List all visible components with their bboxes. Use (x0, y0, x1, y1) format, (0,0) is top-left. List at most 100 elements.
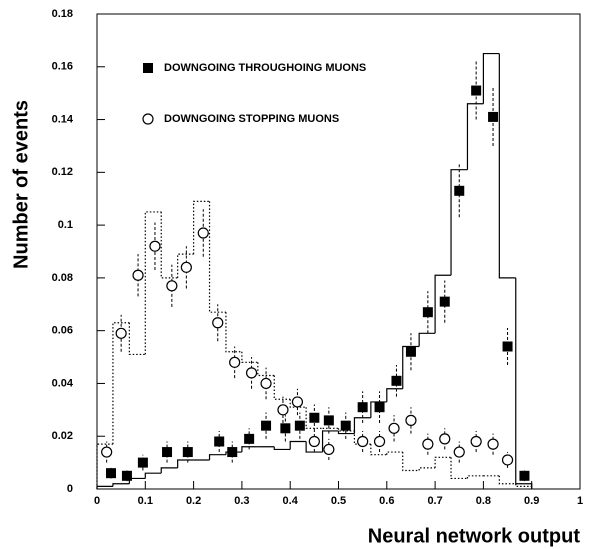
point (357, 402, 368, 413)
point (244, 433, 255, 444)
x-tick-label: 0 (94, 495, 100, 507)
point (121, 470, 132, 481)
histogram-bin (321, 430, 339, 453)
point (454, 185, 465, 196)
histogram-bin (337, 430, 355, 435)
point (391, 375, 402, 386)
histogram-bin (466, 475, 484, 479)
histogram-bin (402, 452, 420, 472)
histogram-bin (144, 211, 162, 355)
point (488, 111, 499, 122)
histogram-bin (289, 399, 307, 408)
histogram-bin (177, 253, 194, 278)
histogram-bin (289, 440, 307, 450)
x-tick-label: 0.7 (427, 495, 442, 507)
point (470, 435, 482, 448)
y-axis-label: Number of events (10, 100, 32, 269)
point (229, 356, 241, 368)
point (323, 415, 334, 426)
histogram-bin (241, 446, 258, 453)
point (340, 420, 351, 431)
histogram-bin (128, 322, 146, 356)
histogram-bin (498, 53, 516, 279)
point (277, 404, 289, 416)
legend-label: DOWNGOING THROUGHOING MUONS (164, 62, 366, 74)
point (261, 420, 272, 431)
point (519, 470, 530, 481)
histogram-bin (466, 103, 484, 170)
point (388, 422, 400, 434)
point (197, 227, 209, 239)
x-axis-label: Neural network output (368, 525, 581, 547)
histogram-bin (177, 459, 194, 468)
point (453, 446, 465, 458)
x-tick-label: 0.8 (476, 495, 491, 507)
histogram-bin (515, 483, 533, 489)
point (405, 346, 416, 357)
histogram-bin (273, 375, 291, 400)
histogram-bin (370, 444, 387, 456)
histogram-bin (386, 451, 403, 455)
histogram-bin (241, 351, 258, 363)
x-tick-label: 0.4 (283, 495, 299, 507)
y-tick-label: 0.1 (58, 219, 73, 231)
histogram-bin (305, 407, 323, 429)
histogram-bin (193, 200, 210, 255)
x-tick-label: 1 (577, 495, 583, 507)
point (260, 377, 272, 390)
point (309, 412, 320, 423)
histogram-bin (402, 345, 420, 389)
histogram-bin (434, 274, 452, 334)
point (374, 402, 385, 413)
point (280, 423, 291, 434)
y-tick-label: 0.06 (52, 325, 73, 337)
y-tick-label: 0.18 (52, 8, 73, 20)
y-tick-label: 0.08 (52, 272, 73, 284)
histogram-bin (515, 277, 533, 489)
histogram-bin (160, 211, 178, 279)
histogram-bin (273, 446, 291, 451)
point (357, 435, 369, 448)
histogram-bin (337, 428, 355, 432)
point (115, 327, 127, 339)
point (137, 457, 148, 468)
histogram-bin (144, 472, 162, 479)
point (245, 367, 258, 379)
point (502, 341, 513, 352)
histogram-bin (353, 430, 371, 445)
histogram-bin (208, 454, 226, 460)
x-tick-label: 0.2 (186, 495, 201, 507)
histogram-bin (450, 169, 468, 276)
histogram-bin (498, 475, 516, 485)
point (132, 269, 144, 281)
point (471, 85, 482, 96)
y-tick-label: 0.12 (52, 166, 73, 178)
legend-marker (142, 113, 154, 125)
histogram-bin (305, 441, 323, 453)
point (182, 447, 193, 458)
histogram-bin (353, 417, 371, 434)
histogram-bin (160, 467, 178, 474)
point (162, 447, 173, 458)
point (501, 454, 514, 466)
histogram-bin (450, 457, 468, 480)
histogram-bin (112, 483, 130, 487)
x-tick-label: 0.3 (234, 495, 249, 507)
point (405, 414, 417, 426)
point (422, 307, 433, 318)
histogram-bin (370, 401, 387, 418)
point (323, 443, 335, 456)
x-tick-label: 0.5 (331, 495, 346, 507)
histogram-bin (482, 52, 500, 104)
histogram-bin (418, 332, 436, 347)
y-tick-label: 0.04 (52, 377, 74, 389)
legend-marker (143, 63, 153, 73)
x-tick-label: 0.9 (524, 495, 539, 507)
point (214, 436, 225, 447)
point (373, 435, 386, 448)
legend-label: DOWNGOING STOPPING MUONS (164, 113, 339, 125)
point (212, 317, 224, 329)
histogram-bin (257, 362, 275, 377)
point (487, 438, 499, 450)
